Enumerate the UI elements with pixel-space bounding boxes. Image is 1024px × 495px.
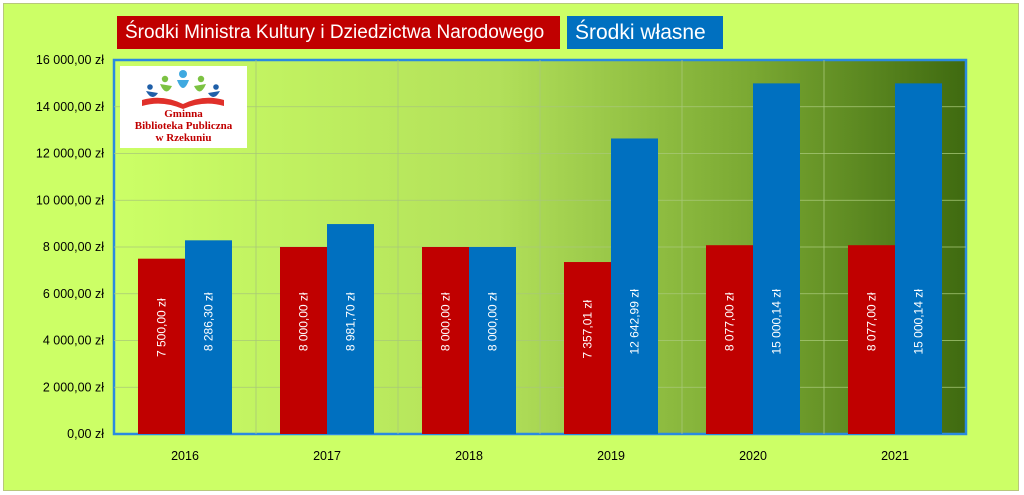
data-label: 8 000,00 zł	[486, 292, 500, 351]
logo-line-3: w Rzekuniu	[155, 132, 212, 144]
x-tick-label: 2019	[597, 449, 625, 463]
y-tick-label: 4 000,00 zł	[43, 334, 104, 348]
x-tick-label: 2018	[455, 449, 483, 463]
data-label: 8 000,00 zł	[439, 292, 453, 351]
logo-line-2: Biblioteka Publiczna	[134, 120, 233, 132]
bar-own-funds-2018	[469, 247, 516, 434]
gridlines	[114, 60, 966, 434]
y-tick-label: 16 000,00 zł	[36, 53, 104, 67]
bar-own-funds-2021	[895, 83, 942, 434]
data-label: 15 000,14 zł	[770, 289, 784, 355]
data-label: 8 286,30 zł	[202, 292, 216, 351]
bar-ministry-2020	[706, 245, 753, 434]
y-tick-label: 6 000,00 zł	[43, 287, 104, 301]
y-axis: 0,00 zł 2 000,00 zł 4 000,00 zł 6 000,00 zł…	[36, 53, 104, 441]
bar-own-funds-2016	[185, 240, 232, 434]
y-tick-label: 0,00 zł	[67, 427, 104, 441]
x-axis: 2016 2017 2018 2019 2020 2021	[171, 449, 909, 463]
legend-entry-own-funds: Środki własne	[567, 16, 723, 49]
y-tick-label: 12 000,00 zł	[36, 147, 104, 161]
book-people-logo-icon	[142, 70, 224, 109]
x-tick-label: 2017	[313, 449, 341, 463]
y-tick-label: 10 000,00 zł	[36, 193, 104, 207]
x-tick-label: 2021	[881, 449, 909, 463]
data-label: 12 642,99 zł	[628, 289, 642, 355]
bar-own-funds-2017	[327, 224, 374, 434]
x-tick-label: 2020	[739, 449, 767, 463]
bar-own-funds-2020	[753, 83, 800, 434]
legend-entry-ministry: Środki Ministra Kultury i Dziedzictwa Na…	[117, 16, 560, 49]
data-label: 15 000,14 zł	[912, 289, 926, 355]
data-label: 8 077,00 zł	[723, 292, 737, 351]
data-label: 8 000,00 zł	[297, 292, 311, 351]
library-logo: Gminna Biblioteka Publiczna w Rzekuniu	[120, 66, 247, 148]
bar-ministry-2019	[564, 262, 611, 434]
bars	[138, 83, 942, 435]
bar-own-funds-2019	[611, 138, 658, 435]
x-tick-label: 2016	[171, 449, 199, 463]
data-label: 7 357,01 zł	[581, 300, 595, 359]
logo-text: Gminna Biblioteka Publiczna w Rzekuniu	[120, 108, 247, 144]
bar-ministry-2018	[422, 247, 469, 434]
data-label: 7 500,00 zł	[155, 298, 169, 357]
bar-ministry-2016	[138, 258, 185, 434]
y-tick-label: 2 000,00 zł	[43, 380, 104, 394]
data-label: 8 981,70 zł	[344, 292, 358, 351]
bar-ministry-2017	[280, 247, 327, 434]
y-tick-label: 8 000,00 zł	[43, 240, 104, 254]
y-tick-label: 14 000,00 zł	[36, 100, 104, 114]
data-labels: 7 500,00 zł 8 286,30 zł 8 000,00 zł 8 981,7…	[155, 289, 926, 359]
logo-line-1: Gminna	[164, 108, 203, 120]
data-label: 8 077,00 zł	[865, 292, 879, 351]
bar-ministry-2021	[848, 245, 895, 434]
